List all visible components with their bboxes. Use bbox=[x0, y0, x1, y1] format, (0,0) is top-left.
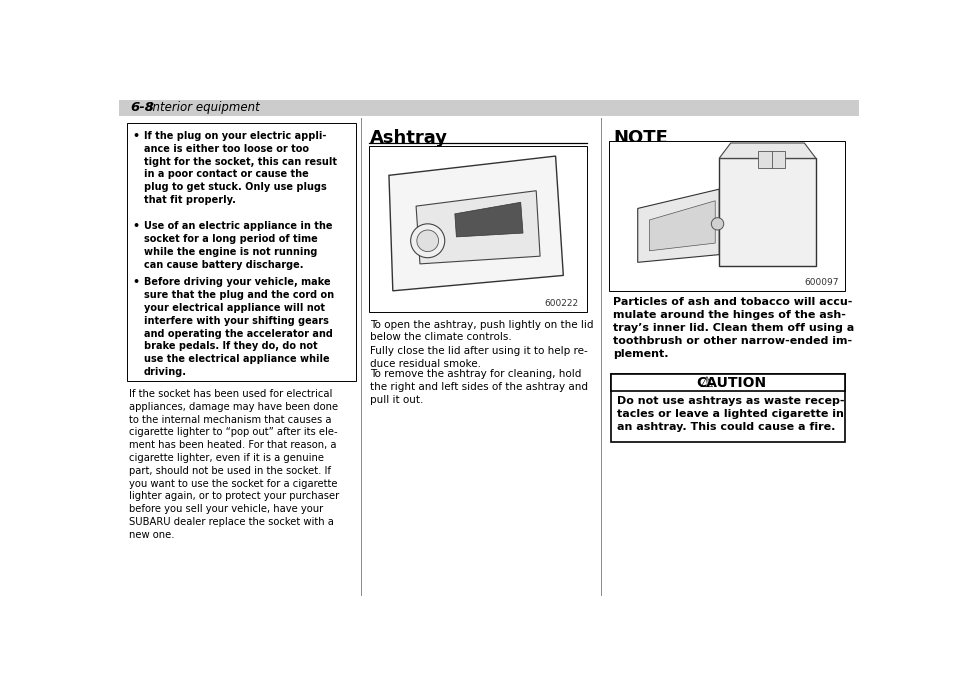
Polygon shape bbox=[649, 200, 715, 251]
Text: ⚠: ⚠ bbox=[699, 375, 712, 390]
Bar bbox=[610, 375, 843, 442]
Text: 600222: 600222 bbox=[543, 299, 578, 308]
Bar bbox=[369, 146, 587, 312]
Text: •: • bbox=[132, 131, 140, 141]
Bar bbox=[610, 375, 843, 392]
Bar bbox=[127, 124, 356, 381]
Text: Fully close the lid after using it to help re-
duce residual smoke.: Fully close the lid after using it to he… bbox=[370, 346, 587, 369]
Polygon shape bbox=[637, 189, 719, 263]
Bar bbox=[757, 151, 784, 167]
Circle shape bbox=[711, 217, 723, 230]
Text: Before driving your vehicle, make
sure that the plug and the cord on
your electr: Before driving your vehicle, make sure t… bbox=[144, 277, 334, 377]
Text: Particles of ash and tobacco will accu-
mulate around the hinges of the ash-
tra: Particles of ash and tobacco will accu- … bbox=[612, 298, 853, 358]
Polygon shape bbox=[719, 159, 815, 266]
Text: If the plug on your electric appli-
ance is either too loose or too
tight for th: If the plug on your electric appli- ance… bbox=[144, 131, 336, 205]
Text: 600097: 600097 bbox=[804, 278, 839, 288]
Text: Ashtray: Ashtray bbox=[370, 129, 448, 146]
Text: To open the ashtray, push lightly on the lid
below the climate controls.: To open the ashtray, push lightly on the… bbox=[370, 320, 593, 342]
Text: •: • bbox=[132, 221, 140, 231]
Text: If the socket has been used for electrical
appliances, damage may have been done: If the socket has been used for electric… bbox=[129, 389, 338, 540]
Text: •: • bbox=[132, 277, 140, 288]
Text: Use of an electric appliance in the
socket for a long period of time
while the e: Use of an electric appliance in the sock… bbox=[144, 221, 333, 269]
Text: CAUTION: CAUTION bbox=[696, 376, 766, 390]
Text: NOTE: NOTE bbox=[612, 129, 667, 146]
Polygon shape bbox=[719, 143, 815, 159]
Text: To remove the ashtray for cleaning, hold
the right and left sides of the ashtray: To remove the ashtray for cleaning, hold… bbox=[370, 369, 588, 404]
Bar bbox=[608, 141, 843, 291]
Polygon shape bbox=[416, 191, 539, 264]
Circle shape bbox=[410, 224, 444, 258]
Text: 6-8: 6-8 bbox=[130, 101, 154, 115]
Circle shape bbox=[416, 230, 438, 252]
Polygon shape bbox=[455, 202, 522, 237]
Text: Interior equipment: Interior equipment bbox=[149, 101, 259, 115]
Bar bbox=[119, 101, 858, 115]
Text: Do not use ashtrays as waste recep-
tacles or leave a lighted cigarette in
an as: Do not use ashtrays as waste recep- tacl… bbox=[617, 396, 843, 431]
Polygon shape bbox=[389, 156, 562, 291]
